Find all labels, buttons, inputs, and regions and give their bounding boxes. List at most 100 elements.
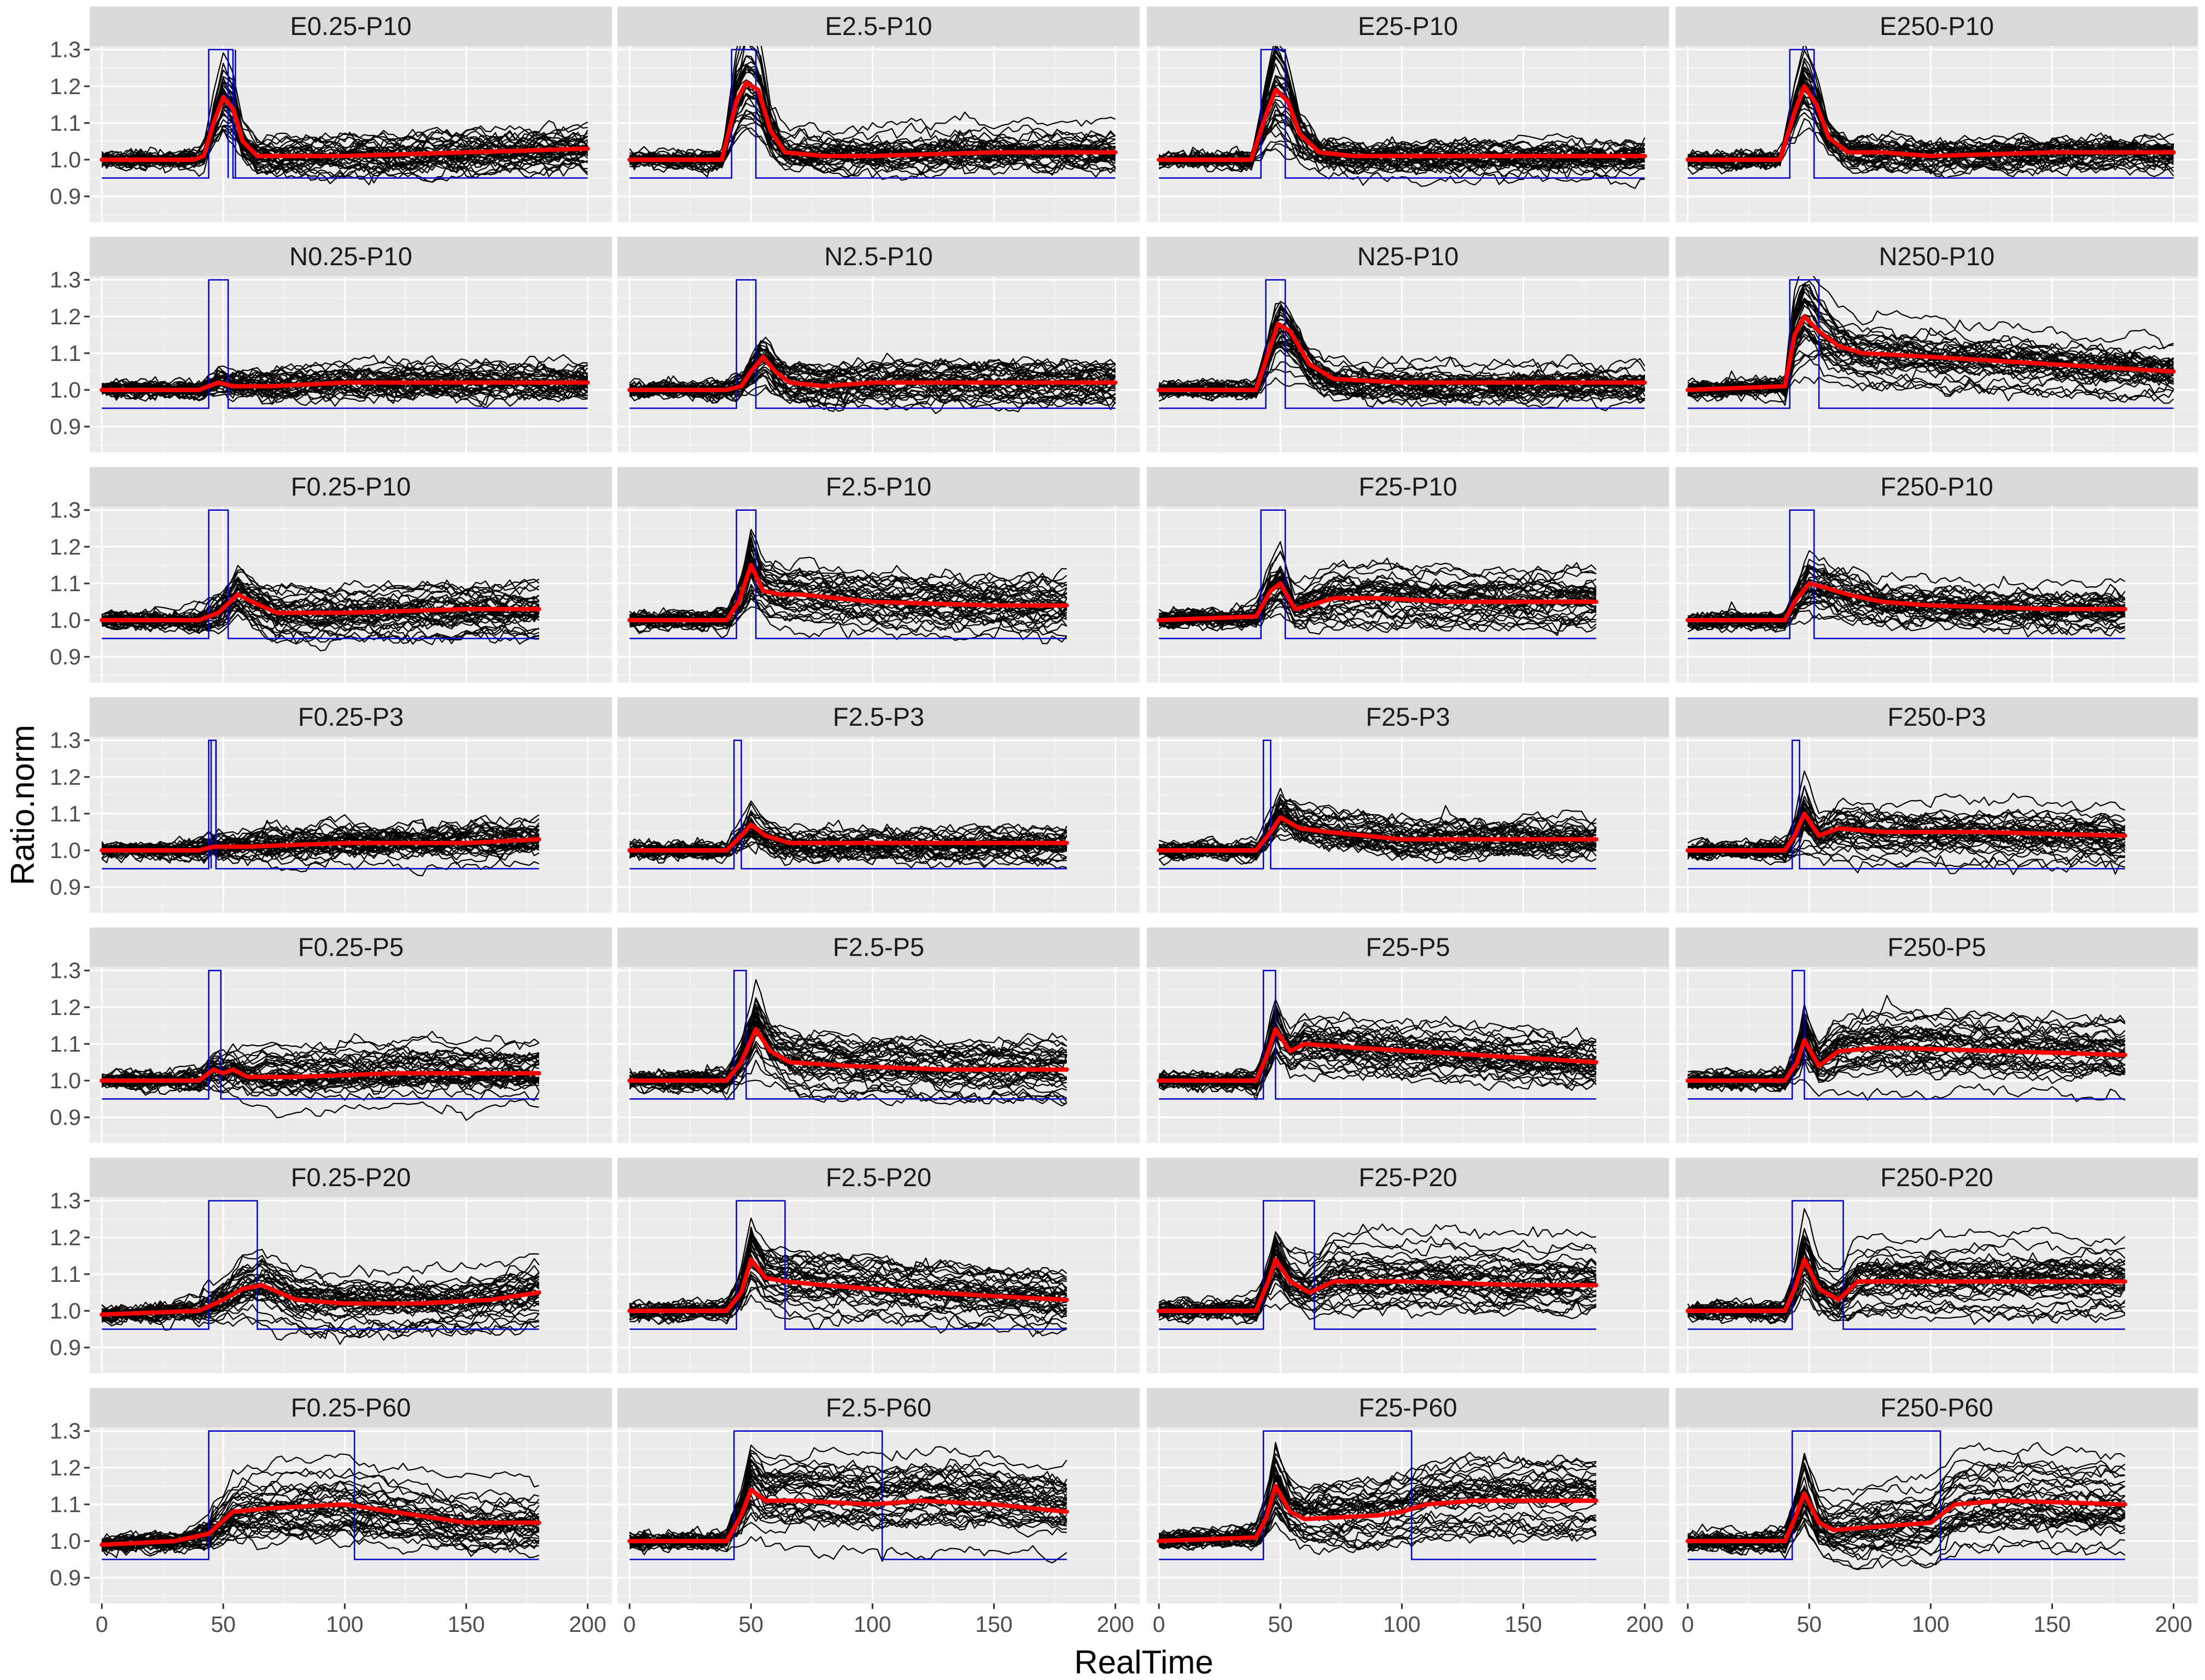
- cell-trace: [101, 580, 540, 632]
- cell-trace: [1158, 812, 1597, 859]
- facet-strip-label: F2.5-P5: [833, 932, 924, 961]
- cell-trace: [629, 812, 1068, 860]
- cell-trace: [101, 92, 588, 167]
- x-tick-label: 150: [2033, 1612, 2070, 1637]
- cell-trace: [1158, 1048, 1597, 1100]
- cell-trace: [101, 129, 588, 184]
- mean-line: [1685, 1257, 2127, 1313]
- y-tick-label: 1.2: [50, 995, 81, 1020]
- facet-strip: [617, 237, 1140, 276]
- panel-plot-area: [627, 279, 1118, 415]
- cell-trace: [629, 1287, 1068, 1338]
- cell-trace: [101, 825, 540, 859]
- y-tick-label: 1.2: [50, 765, 81, 790]
- stimulus-line: [629, 49, 1116, 179]
- cell-trace: [101, 1509, 539, 1546]
- facet-strip: [617, 467, 1140, 506]
- panel-background: [617, 737, 1140, 913]
- stimulus-line: [1159, 1430, 1596, 1560]
- cell-trace: [629, 1226, 1068, 1317]
- panel-plot-area: [1685, 46, 2176, 179]
- cell-trace: [101, 92, 588, 164]
- panel-background: [1147, 1427, 1669, 1603]
- panel-plot-area: [100, 49, 590, 185]
- cell-trace: [1687, 785, 2126, 858]
- cell-trace: [1687, 1245, 2126, 1314]
- cell-trace: [1687, 1465, 2125, 1549]
- facet-strip: [617, 1388, 1140, 1427]
- cell-trace: [629, 354, 1116, 397]
- facet-strip: [1147, 467, 1669, 506]
- x-tick-label: 200: [1626, 1612, 1663, 1637]
- cell-trace: [101, 76, 588, 168]
- cell-trace: [1158, 1026, 1597, 1093]
- facet-strip-label: F250-P60: [1880, 1393, 1993, 1422]
- cell-trace: [1158, 1274, 1597, 1320]
- panel-plot-area: [1685, 276, 2176, 409]
- mean-line: [1685, 1491, 2127, 1543]
- mean-line: [100, 592, 541, 622]
- facet-strip: [617, 1158, 1140, 1197]
- y-tick-label: 1.0: [50, 1529, 81, 1554]
- facet-strip: [90, 697, 612, 737]
- cell-trace: [1158, 1054, 1597, 1096]
- cell-trace: [629, 1454, 1068, 1550]
- cell-trace: [1158, 130, 1646, 180]
- cell-trace: [629, 340, 1116, 395]
- y-axis-ticks: 0.9 1.0 1.1 1.2 1.3 0.9 1.0 1.1 1.2 1.3 0.9 1.0 1.1 1…: [50, 37, 90, 1590]
- facet-strip: [1676, 237, 2198, 276]
- facet-strip-label: F0.25-P10: [291, 472, 411, 501]
- stimulus-line: [629, 970, 1067, 1100]
- cell-trace: [1687, 1247, 2125, 1323]
- cell-trace: [102, 379, 588, 403]
- facet-strip: [1676, 467, 2198, 506]
- facet-strip-label: E25-P10: [1358, 11, 1458, 40]
- facet-strip-label: F0.25-P3: [298, 702, 404, 731]
- cell-trace: [101, 841, 540, 864]
- y-tick-label: 1.3: [50, 267, 81, 293]
- stimulus-line: [629, 279, 1116, 409]
- mean-line: [1157, 581, 1599, 622]
- mean-line: [100, 1502, 541, 1547]
- y-tick-label: 1.0: [50, 377, 81, 402]
- cell-trace: [101, 1258, 540, 1319]
- facet-strip: [1676, 928, 2198, 967]
- facet-panel: F25-P5: [1147, 928, 1669, 1143]
- cell-trace: [101, 1304, 539, 1339]
- facet-strip-label: F2.5-P60: [826, 1393, 931, 1422]
- facet-strip-label: N2.5-P10: [824, 242, 933, 271]
- cell-trace: [101, 368, 588, 393]
- cell-trace: [101, 52, 588, 167]
- facet-strip: [90, 1158, 612, 1197]
- cell-trace: [1687, 799, 2126, 855]
- cell-trace: [1687, 1016, 2126, 1083]
- facet-strip: [90, 928, 612, 967]
- cell-trace: [629, 1444, 1068, 1543]
- cell-trace: [102, 1263, 540, 1319]
- panel-plot-area: [100, 279, 590, 409]
- mean-line: [1685, 84, 2176, 162]
- stimulus-line: [629, 1200, 1067, 1330]
- stimulus-line: [1688, 49, 2174, 179]
- mean-line: [1685, 314, 2176, 392]
- cell-trace: [1687, 1020, 2125, 1087]
- facet-panel: F0.25-P20: [90, 1158, 612, 1373]
- y-tick-label: 1.3: [50, 498, 81, 523]
- cell-trace: [101, 1294, 540, 1339]
- facet-strip-label: F0.25-P5: [298, 932, 404, 961]
- cell-trace: [101, 1468, 540, 1543]
- x-tick-label: 100: [1912, 1612, 1949, 1637]
- facet-panel: F2.5-P3: [617, 697, 1140, 913]
- cell-trace: [629, 1229, 1068, 1325]
- panel-plot-area: [100, 1200, 541, 1345]
- cell-trace: [1688, 570, 2126, 623]
- mean-line: [627, 1257, 1069, 1313]
- facet-strip-label: F2.5-P10: [826, 472, 931, 501]
- cell-trace: [1158, 109, 1645, 172]
- cell-trace: [1687, 1463, 2126, 1546]
- panel-plot-area: [627, 46, 1118, 181]
- mean-line: [1157, 1257, 1599, 1313]
- cell-trace: [1158, 1507, 1597, 1549]
- facet-panel: F250-P60: [1676, 1388, 2198, 1603]
- stimulus-line: [1159, 49, 1645, 179]
